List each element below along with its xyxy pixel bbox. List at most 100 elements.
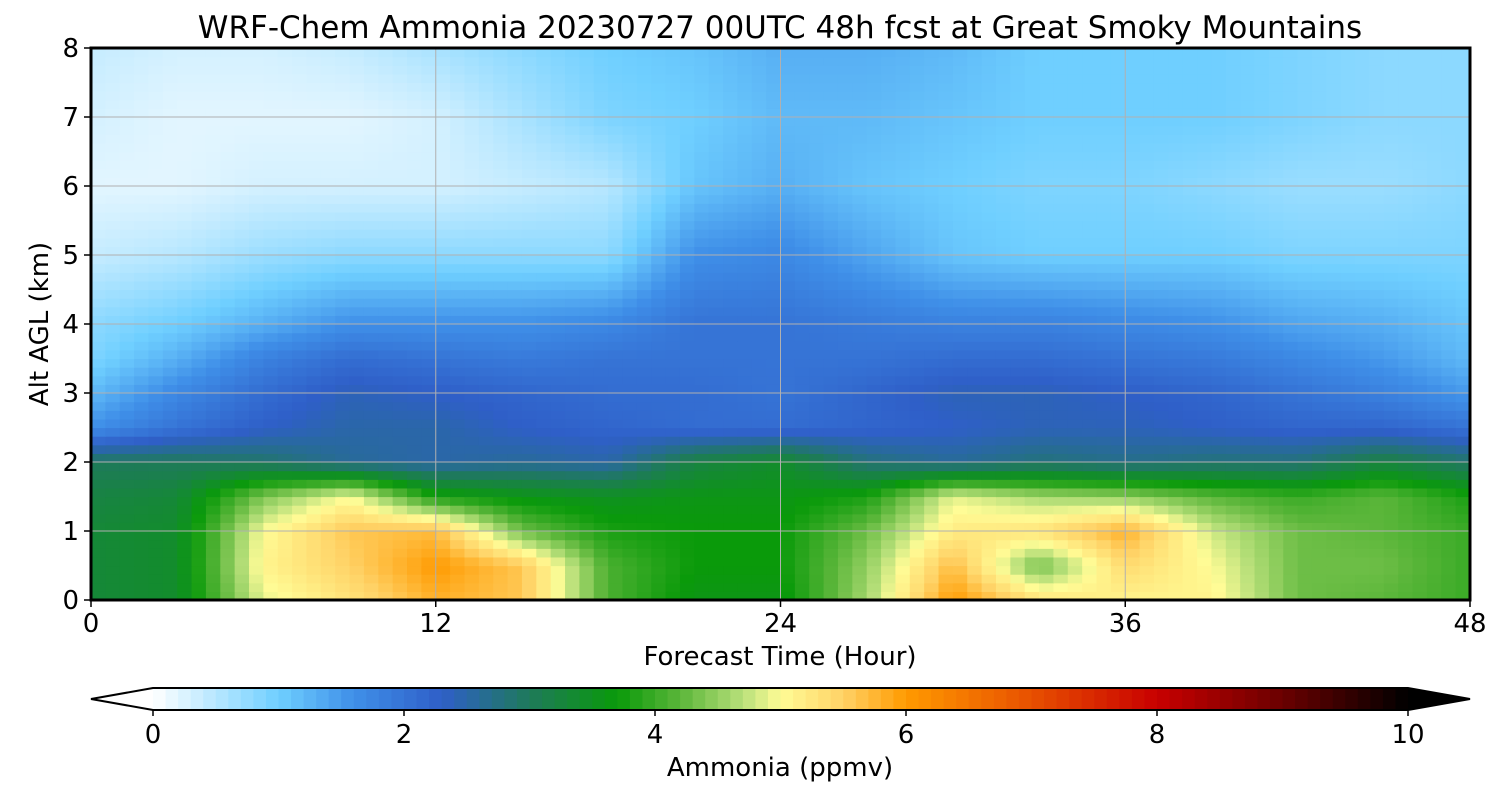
- heatmap-cell: [967, 177, 983, 187]
- heatmap-cell: [809, 384, 825, 394]
- heatmap-cell: [1211, 177, 1227, 187]
- heatmap-cell: [608, 401, 624, 411]
- heatmap-cell: [1197, 298, 1213, 308]
- heatmap-cell: [162, 203, 178, 213]
- heatmap-cell: [837, 272, 853, 282]
- heatmap-cell: [1398, 255, 1414, 265]
- heatmap-cell: [636, 151, 652, 161]
- heatmap-cell: [1455, 539, 1470, 549]
- heatmap-cell: [249, 246, 264, 256]
- heatmap-cell: [277, 444, 293, 454]
- heatmap-cell: [823, 229, 839, 239]
- heatmap-cell: [234, 177, 250, 187]
- heatmap-cell: [1455, 522, 1470, 532]
- heatmap-cell: [450, 324, 466, 334]
- heatmap-cell: [450, 496, 466, 506]
- heatmap-cell: [148, 211, 164, 222]
- heatmap-cell: [1211, 505, 1227, 515]
- heatmap-cell: [1297, 453, 1313, 463]
- heatmap-cell: [1426, 505, 1442, 515]
- heatmap-cell: [478, 436, 494, 446]
- heatmap-cell: [737, 418, 753, 429]
- heatmap-cell: [105, 479, 121, 489]
- heatmap-cell: [593, 591, 609, 600]
- heatmap-cell: [780, 401, 796, 411]
- heatmap-cell: [1082, 513, 1098, 523]
- heatmap-cell: [1039, 306, 1055, 316]
- heatmap-cell: [1168, 160, 1184, 170]
- heatmap-cell: [852, 436, 868, 446]
- heatmap-cell: [1340, 539, 1356, 549]
- heatmap-cell: [737, 582, 753, 592]
- heatmap-cell: [550, 237, 566, 247]
- heatmap-cell: [967, 332, 983, 342]
- heatmap-cell: [1412, 462, 1428, 472]
- heatmap-cell: [450, 375, 466, 385]
- heatmap-cell: [407, 263, 422, 273]
- heatmap-cell: [119, 582, 135, 592]
- heatmap-cell: [349, 401, 365, 411]
- heatmap-cell: [938, 246, 954, 256]
- heatmap-cell: [794, 237, 810, 247]
- heatmap-cell: [550, 229, 566, 239]
- heatmap-cell: [1254, 393, 1270, 403]
- heatmap-cell: [1412, 574, 1428, 584]
- heatmap-cell: [1355, 548, 1371, 558]
- heatmap-cell: [881, 436, 897, 446]
- heatmap-cell: [1240, 505, 1256, 515]
- heatmap-cell: [809, 306, 825, 316]
- heatmap-cell: [1082, 401, 1098, 411]
- heatmap-cell: [421, 332, 437, 342]
- heatmap-cell: [823, 582, 839, 592]
- heatmap-cell: [708, 306, 724, 316]
- heatmap-cell: [1110, 565, 1126, 575]
- heatmap-cell: [1240, 582, 1256, 592]
- heatmap-cell: [1340, 470, 1356, 480]
- heatmap-cell: [277, 487, 293, 498]
- heatmap-cell: [105, 315, 121, 325]
- heatmap-cell: [651, 436, 667, 446]
- heatmap-cell: [177, 160, 193, 170]
- heatmap-cell: [464, 384, 480, 394]
- heatmap-cell: [378, 229, 394, 239]
- heatmap-cell: [1441, 539, 1457, 549]
- heatmap-cell: [909, 453, 925, 463]
- heatmap-cell: [952, 349, 968, 360]
- heatmap-cell: [1225, 211, 1241, 222]
- heatmap-cell: [1369, 496, 1385, 506]
- heatmap-cell: [665, 298, 681, 308]
- heatmap-cell: [119, 539, 135, 549]
- heatmap-cell: [392, 246, 408, 256]
- heatmap-cell: [478, 367, 494, 377]
- heatmap-cell: [277, 177, 293, 187]
- heatmap-cell: [1412, 194, 1428, 204]
- heatmap-cell: [1455, 177, 1470, 187]
- heatmap-cell: [234, 229, 250, 239]
- heatmap-cell: [493, 298, 509, 308]
- heatmap-cell: [995, 255, 1011, 265]
- heatmap-cell: [1240, 280, 1256, 291]
- heatmap-cell: [1441, 462, 1457, 472]
- heatmap-cell: [1369, 263, 1385, 273]
- heatmap-cell: [737, 151, 753, 161]
- heatmap-cell: [1383, 220, 1399, 230]
- heatmap-cell: [148, 151, 164, 161]
- heatmap-cell: [837, 341, 853, 351]
- heatmap-cell: [1254, 453, 1270, 463]
- heatmap-cell: [363, 436, 379, 446]
- heatmap-cell: [1225, 393, 1241, 403]
- heatmap-cell: [1024, 496, 1040, 506]
- heatmap-cell: [579, 194, 595, 204]
- heatmap-cell: [1412, 591, 1428, 600]
- heatmap-cell: [1283, 263, 1299, 273]
- heatmap-cell: [1010, 255, 1026, 265]
- heatmap-cell: [1297, 565, 1313, 575]
- heatmap-cell: [335, 168, 351, 178]
- heatmap-cell: [1268, 332, 1284, 342]
- heatmap-cell: [837, 220, 853, 230]
- heatmap-cell: [1283, 505, 1299, 515]
- heatmap-cell: [1268, 565, 1284, 575]
- heatmap-cell: [1283, 151, 1299, 161]
- heatmap-cell: [392, 548, 408, 558]
- heatmap-cell: [967, 505, 983, 515]
